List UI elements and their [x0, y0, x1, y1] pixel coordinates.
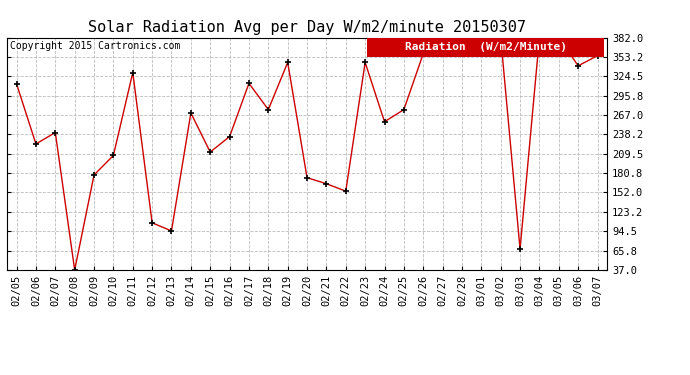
- Text: Copyright 2015 Cartronics.com: Copyright 2015 Cartronics.com: [10, 41, 180, 51]
- FancyBboxPatch shape: [367, 38, 604, 57]
- Title: Solar Radiation Avg per Day W/m2/minute 20150307: Solar Radiation Avg per Day W/m2/minute …: [88, 20, 526, 35]
- Text: Radiation  (W/m2/Minute): Radiation (W/m2/Minute): [404, 42, 566, 52]
